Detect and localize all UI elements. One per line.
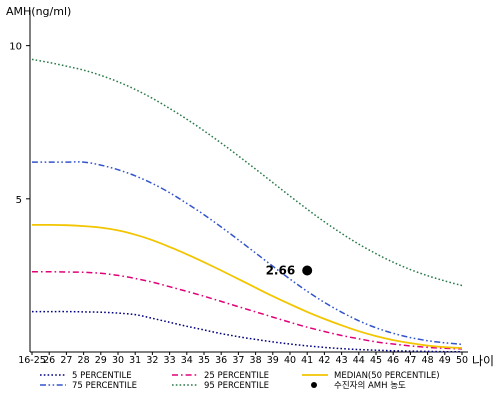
series-line-3 (31, 161, 463, 346)
x-tick-label: 42 (318, 355, 330, 366)
x-tick-label: 46 (387, 355, 399, 366)
x-tick-label: 45 (370, 355, 382, 366)
legend-label: 5 PERCENTILE (72, 371, 132, 381)
y-tick-label: 10 (9, 42, 22, 53)
x-tick-label: 49 (439, 355, 451, 366)
patient-point (302, 265, 313, 276)
y-tick-label: 5 (16, 195, 22, 206)
y-axis-label: AMH(ng/ml) (6, 5, 71, 18)
y-axis-ticks: 5 10 (9, 42, 30, 206)
x-tick-label: 34 (181, 355, 193, 366)
x-tick-label: 48 (422, 355, 434, 366)
legend: 5 PERCENTILE 25 PERCENTILE MEDIAN(50 PERCE… (40, 371, 440, 391)
x-tick-label: 50 (456, 355, 468, 366)
x-tick-label: 30 (112, 355, 124, 366)
series-layer (31, 58, 463, 353)
x-tick-label: 35 (198, 355, 210, 366)
legend-label: 수진자의 AMH 농도 (334, 380, 406, 391)
x-tick-label: 43 (336, 355, 348, 366)
x-tick-label: 44 (353, 355, 365, 366)
x-tick-label: 29 (95, 355, 107, 366)
legend-label: MEDIAN(50 PERCENTILE) (334, 371, 440, 381)
x-tick-label: 39 (267, 355, 279, 366)
x-tick-label: 41 (301, 355, 313, 366)
legend-label: 75 PERCENTILE (72, 381, 137, 391)
x-tick-label: 47 (404, 355, 416, 366)
x-tick-label: 37 (232, 355, 244, 366)
x-tick-label: 36 (215, 355, 227, 366)
legend-marker (311, 382, 317, 388)
x-tick-label: 32 (146, 355, 158, 366)
axes (29, 10, 468, 353)
patient-value-label: 2.66 (266, 264, 296, 278)
x-tick-label: 31 (129, 355, 141, 366)
series-line-4 (31, 58, 463, 287)
legend-label: 25 PERCENTILE (204, 371, 269, 381)
x-tick-label: 33 (164, 355, 176, 366)
series-line-2 (31, 223, 463, 349)
x-tick-label: 28 (78, 355, 90, 366)
series-line-1 (32, 270, 463, 350)
patient-layer: 2.66 (266, 264, 313, 278)
x-axis-label: 나이 (472, 354, 494, 368)
x-tick-label: 16-25 (18, 355, 46, 366)
legend-label: 95 PERCENTILE (204, 381, 269, 391)
series-line-0 (32, 310, 462, 353)
x-tick-label: 40 (284, 355, 296, 366)
x-tick-label: 27 (60, 355, 72, 366)
x-tick-label: 26 (43, 355, 55, 366)
x-tick-label: 38 (250, 355, 262, 366)
